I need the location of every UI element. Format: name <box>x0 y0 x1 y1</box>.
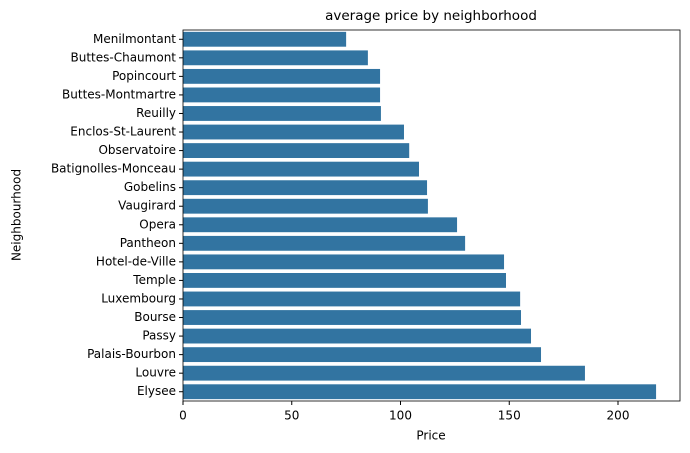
bar <box>183 50 368 66</box>
bar <box>183 254 505 270</box>
y-tick-label: Luxembourg <box>101 291 176 305</box>
y-tick-label: Opera <box>139 217 176 231</box>
y-tick-label: Vaugirard <box>118 199 176 213</box>
y-tick-label: Gobelins <box>124 180 176 194</box>
x-tick-label: 100 <box>389 409 412 423</box>
bar <box>183 384 657 400</box>
y-tick-label: Popincourt <box>112 69 176 83</box>
y-tick-label: Observatoire <box>98 143 176 157</box>
x-tick-label: 50 <box>284 409 299 423</box>
y-tick-label: Passy <box>142 329 176 343</box>
y-tick-label: Pantheon <box>120 236 176 250</box>
bar <box>183 87 381 103</box>
bar <box>183 198 428 214</box>
bar <box>183 365 585 381</box>
y-tick-label: Louvre <box>135 366 176 380</box>
bar <box>183 217 458 233</box>
chart-title: average price by neighborhood <box>325 8 537 24</box>
bar <box>183 180 428 196</box>
y-tick-label: Enclos-St-Laurent <box>70 125 176 139</box>
y-tick-label: Elysee <box>137 384 176 398</box>
x-tick-label: 200 <box>607 409 630 423</box>
bar <box>183 161 419 177</box>
y-tick-label: Reuilly <box>136 106 176 120</box>
bar <box>183 273 506 288</box>
y-tick-label: Menilmontant <box>93 32 176 46</box>
x-axis-label: Price <box>416 429 445 443</box>
bar <box>183 235 466 251</box>
bar <box>183 310 522 325</box>
x-tick-label: 150 <box>498 409 521 423</box>
plot-frame <box>182 29 681 402</box>
y-tick-label: Buttes-Montmartre <box>62 87 176 101</box>
bar <box>183 143 410 158</box>
x-tick-label: 0 <box>179 409 187 423</box>
y-tick-label: Bourse <box>134 310 176 324</box>
bar <box>183 124 404 140</box>
bar <box>183 31 347 47</box>
y-tick-label: Batignolles-Monceau <box>51 162 176 176</box>
bar <box>183 347 542 363</box>
bar <box>183 291 521 307</box>
bar <box>183 328 532 344</box>
bar <box>183 106 381 121</box>
bar <box>183 68 381 84</box>
y-tick-label: Hotel-de-Ville <box>96 254 176 268</box>
y-tick-label: Buttes-Chaumont <box>71 50 177 64</box>
y-tick-label: Temple <box>132 273 176 287</box>
y-tick-label: Palais-Bourbon <box>87 347 176 361</box>
y-axis-label: Neighbourhood <box>10 169 24 261</box>
